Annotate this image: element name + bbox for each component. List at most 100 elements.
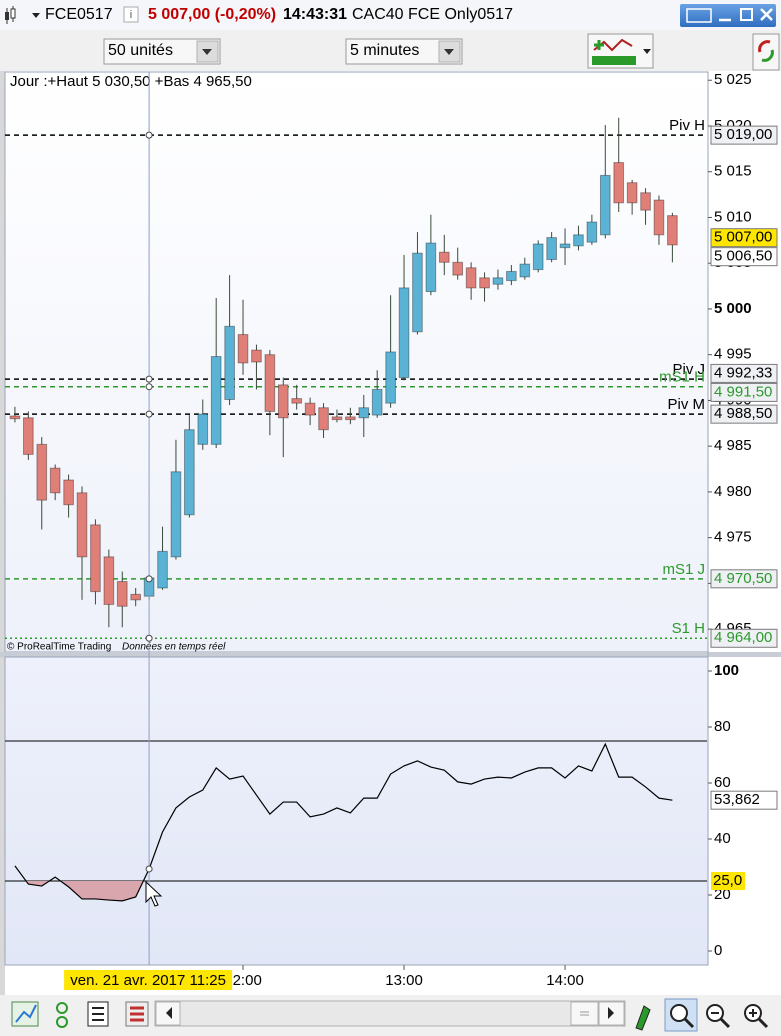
dropdown-arrow [202,49,212,55]
x-tick-label: 13:00 [385,972,423,989]
window-button-bar [680,4,776,27]
candle-body [358,407,370,419]
candle-body [371,388,383,416]
candle-body [237,334,249,364]
description: CAC40 FCE Only0517 [352,6,513,23]
window-buttons [680,4,776,27]
candle-body [76,492,88,558]
indicator-button[interactable] [587,33,654,69]
candle-body [465,267,477,289]
candle-body [90,524,101,593]
candle-body [345,416,356,421]
x-tick-label: 14:00 [546,972,584,989]
candle-body [412,252,423,333]
panel-separator [0,652,781,657]
level-value: 4 992,33 [714,364,772,381]
level-value: 4 970,50 [714,570,772,587]
y-tick-label: 4 975 [714,529,752,546]
candle-body [210,356,222,445]
y-tick-label: 5 015 [714,163,752,180]
pin-tool[interactable] [56,1002,68,1014]
candle-body [304,402,316,416]
candle-body [9,415,21,420]
level-name: mS1 J [662,561,705,578]
keyboard-button[interactable] [686,8,712,23]
candle-body [277,384,289,419]
level-name: Piv M [668,396,706,413]
rsi-panel [4,656,709,966]
y-tick-label: 0 [714,942,722,959]
maximize-button[interactable] [740,8,753,21]
x-tick-label: 12:00 [224,972,262,989]
scroll-thumb[interactable] [570,1001,599,1026]
level-value-box [710,628,778,648]
y-tick-label: 5 025 [714,71,752,88]
candle-body [573,234,584,247]
candle-body [653,199,665,236]
y-tick-label: 4 980 [714,483,752,500]
scrollbar[interactable] [154,1000,626,1027]
candle-body [532,243,544,271]
candle-body [103,556,115,605]
candle-body [318,407,329,431]
app-icon [5,6,40,24]
tool-icons [11,1001,149,1028]
info-icon[interactable] [123,6,139,23]
level-value: 4 988,50 [714,405,772,422]
candle-body [640,192,651,211]
oversold-area [14,881,673,901]
sync-button[interactable] [752,33,780,71]
zoom-tools [635,998,769,1032]
rsi-level-label: 25,0 [713,872,742,889]
candle-body [626,182,638,204]
level-name: Piv H [669,117,705,134]
candle-body [184,429,195,516]
candle-body [506,270,517,282]
level-value: 4 964,00 [714,629,772,646]
candle-body [492,277,504,285]
y-tick-label: 40 [714,830,731,847]
candle-body [385,351,396,404]
level-value-box [710,382,778,402]
candle-body [599,174,611,236]
credit: © ProRealTime Trading [7,642,111,653]
crosshair-dot [145,131,153,139]
level-name: Piv J [672,361,705,378]
y-tick-label: 5 000 [714,300,752,317]
candle-body [667,215,678,246]
y-tick-label: 60 [714,774,731,791]
candle-body [224,325,235,401]
price-mark: 5 006,50 [714,248,772,265]
candle-body [116,581,128,607]
period-value: 5 minutes [350,42,419,59]
credit-note: Données en temps réel [122,642,226,653]
candle-body [586,221,598,243]
candle-body [63,479,74,506]
crosshair-label-box [64,970,233,990]
candle-body [559,243,571,249]
candle-body [49,467,61,494]
rsi-line [14,742,673,902]
level-value: 4 991,50 [714,383,772,400]
price-mark-box [710,247,778,267]
price-mark-box [710,228,778,248]
symbol[interactable]: FCE0517 [45,6,113,23]
rsi-level-box [711,872,745,890]
candle-body [479,277,490,289]
level-name: S1 H [672,620,705,637]
info-glyph: i [130,9,132,21]
candle-body [519,263,531,278]
rsi-value-box [710,790,778,810]
close-button[interactable] [760,8,773,21]
level-value-box [710,569,778,589]
y-tick-label: 20 [714,886,731,903]
cursor-tool[interactable] [635,1005,651,1031]
candle-body [425,242,437,293]
rsi-plot [5,740,707,902]
clock: 14:43:31 [283,6,347,23]
y-tick-label: 100 [714,662,739,679]
candle-body [331,416,343,421]
